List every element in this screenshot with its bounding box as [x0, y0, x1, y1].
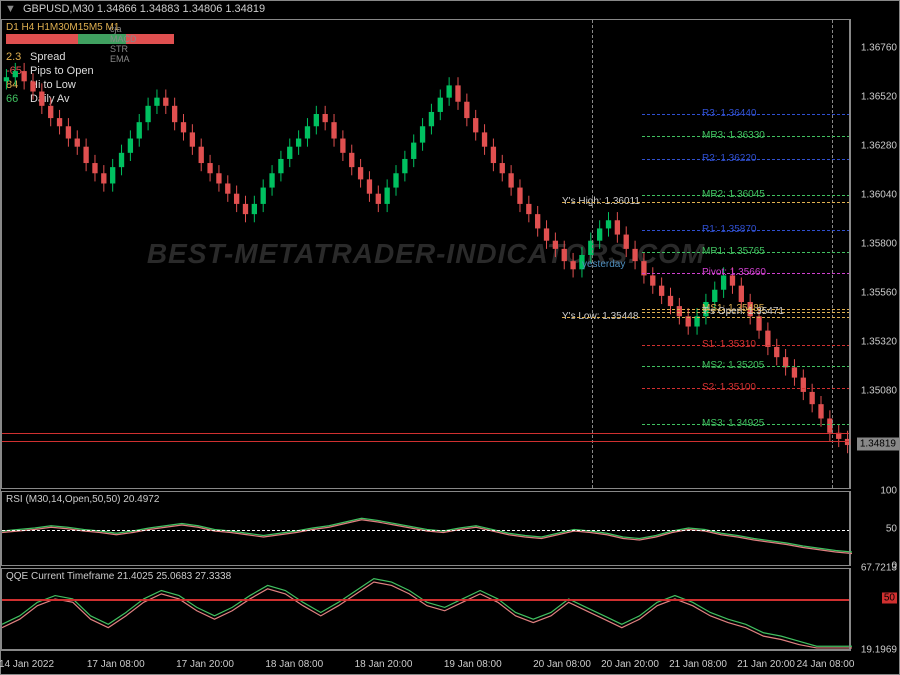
price-tick: 1.36520: [861, 91, 897, 102]
price-tick: 1.36760: [861, 42, 897, 53]
rsi-tick: 100: [880, 486, 897, 497]
pivot-label: MS3: 1.34925: [702, 418, 764, 429]
pivot-label: MR2: 1.36045: [702, 189, 765, 200]
price-y-axis: 1.36760 1.36520 1.36280 1.36040 1.35800 1.355…: [849, 19, 899, 489]
time-tick: 18 Jan 08:00: [265, 659, 323, 670]
yesterday-level-line: [562, 317, 850, 318]
pivot-label: T's Open: 1.35471: [702, 306, 784, 317]
price-tick: 1.35800: [861, 238, 897, 249]
time-tick: 19 Jan 08:00: [444, 659, 502, 670]
price-chart-panel[interactable]: D1 H4 H1M30M15M5 M1 cjaMACDSTREMA 2.3Spr…: [1, 19, 851, 489]
pivot-label: R1: 1.35870: [702, 224, 757, 235]
rsi-tick: 50: [886, 523, 897, 534]
time-tick: 17 Jan 20:00: [176, 659, 234, 670]
qqe-svg: [2, 569, 852, 651]
qqe-tick: 19.1969: [861, 645, 897, 656]
pivot-label: MS2: 1.35205: [702, 360, 764, 371]
pivot-label: MR3: 1.36330: [702, 130, 765, 141]
price-tick: 1.35080: [861, 385, 897, 396]
dropdown-icon[interactable]: ▼: [5, 3, 16, 15]
chart-title: ▼ GBPUSD,M30 1.34866 1.34883 1.34806 1.3…: [5, 3, 265, 15]
price-tick: 1.36040: [861, 189, 897, 200]
price-tick: 1.36280: [861, 140, 897, 151]
pivot-label: R2: 1.36220: [702, 153, 757, 164]
current-price-badge: 1.34819: [857, 438, 899, 451]
pivot-label: R3: 1.36440: [702, 108, 757, 119]
rsi-panel[interactable]: RSI (M30,14,Open,50,50) 20.4972: [1, 491, 851, 566]
time-tick: 14 Jan 2022: [0, 659, 54, 670]
rsi-y-axis: 100500: [849, 491, 899, 566]
qqe-tick: 50: [882, 592, 897, 603]
pivot-label: S2: 1.35100: [702, 382, 756, 393]
time-tick: 17 Jan 08:00: [87, 659, 145, 670]
session-vline: [592, 20, 593, 488]
chart-annotation: yesterday: [582, 259, 625, 270]
time-tick: 20 Jan 20:00: [601, 659, 659, 670]
time-x-axis: 14 Jan 2022 17 Jan 08:00 17 Jan 20:00 18 Ja…: [1, 650, 851, 674]
price-tick: 1.35320: [861, 336, 897, 347]
support-line: [2, 433, 850, 434]
qqe-panel[interactable]: QQE Current Timeframe 21.4025 25.0683 27…: [1, 568, 851, 650]
yesterday-level-line: [562, 202, 850, 203]
time-tick: 24 Jan 08:00: [797, 659, 855, 670]
pivot-label: Pivot: 1.35660: [702, 267, 766, 278]
time-tick: 18 Jan 20:00: [355, 659, 413, 670]
title-text: GBPUSD,M30 1.34866 1.34883 1.34806 1.348…: [23, 3, 265, 15]
price-tick: 1.35560: [861, 287, 897, 298]
support-line: [2, 441, 850, 442]
pivot-label: MR1: 1.35765: [702, 246, 765, 257]
qqe-y-axis: 67.72135019.1969: [849, 568, 899, 650]
time-tick: 21 Jan 20:00: [737, 659, 795, 670]
qqe-tick: 67.7213: [861, 563, 897, 574]
trading-chart-window: ▼ GBPUSD,M30 1.34866 1.34883 1.34806 1.3…: [0, 0, 900, 675]
session-vline: [832, 20, 833, 488]
pivot-label: S1: 1.35310: [702, 339, 756, 350]
time-tick: 20 Jan 08:00: [533, 659, 591, 670]
time-tick: 21 Jan 08:00: [669, 659, 727, 670]
